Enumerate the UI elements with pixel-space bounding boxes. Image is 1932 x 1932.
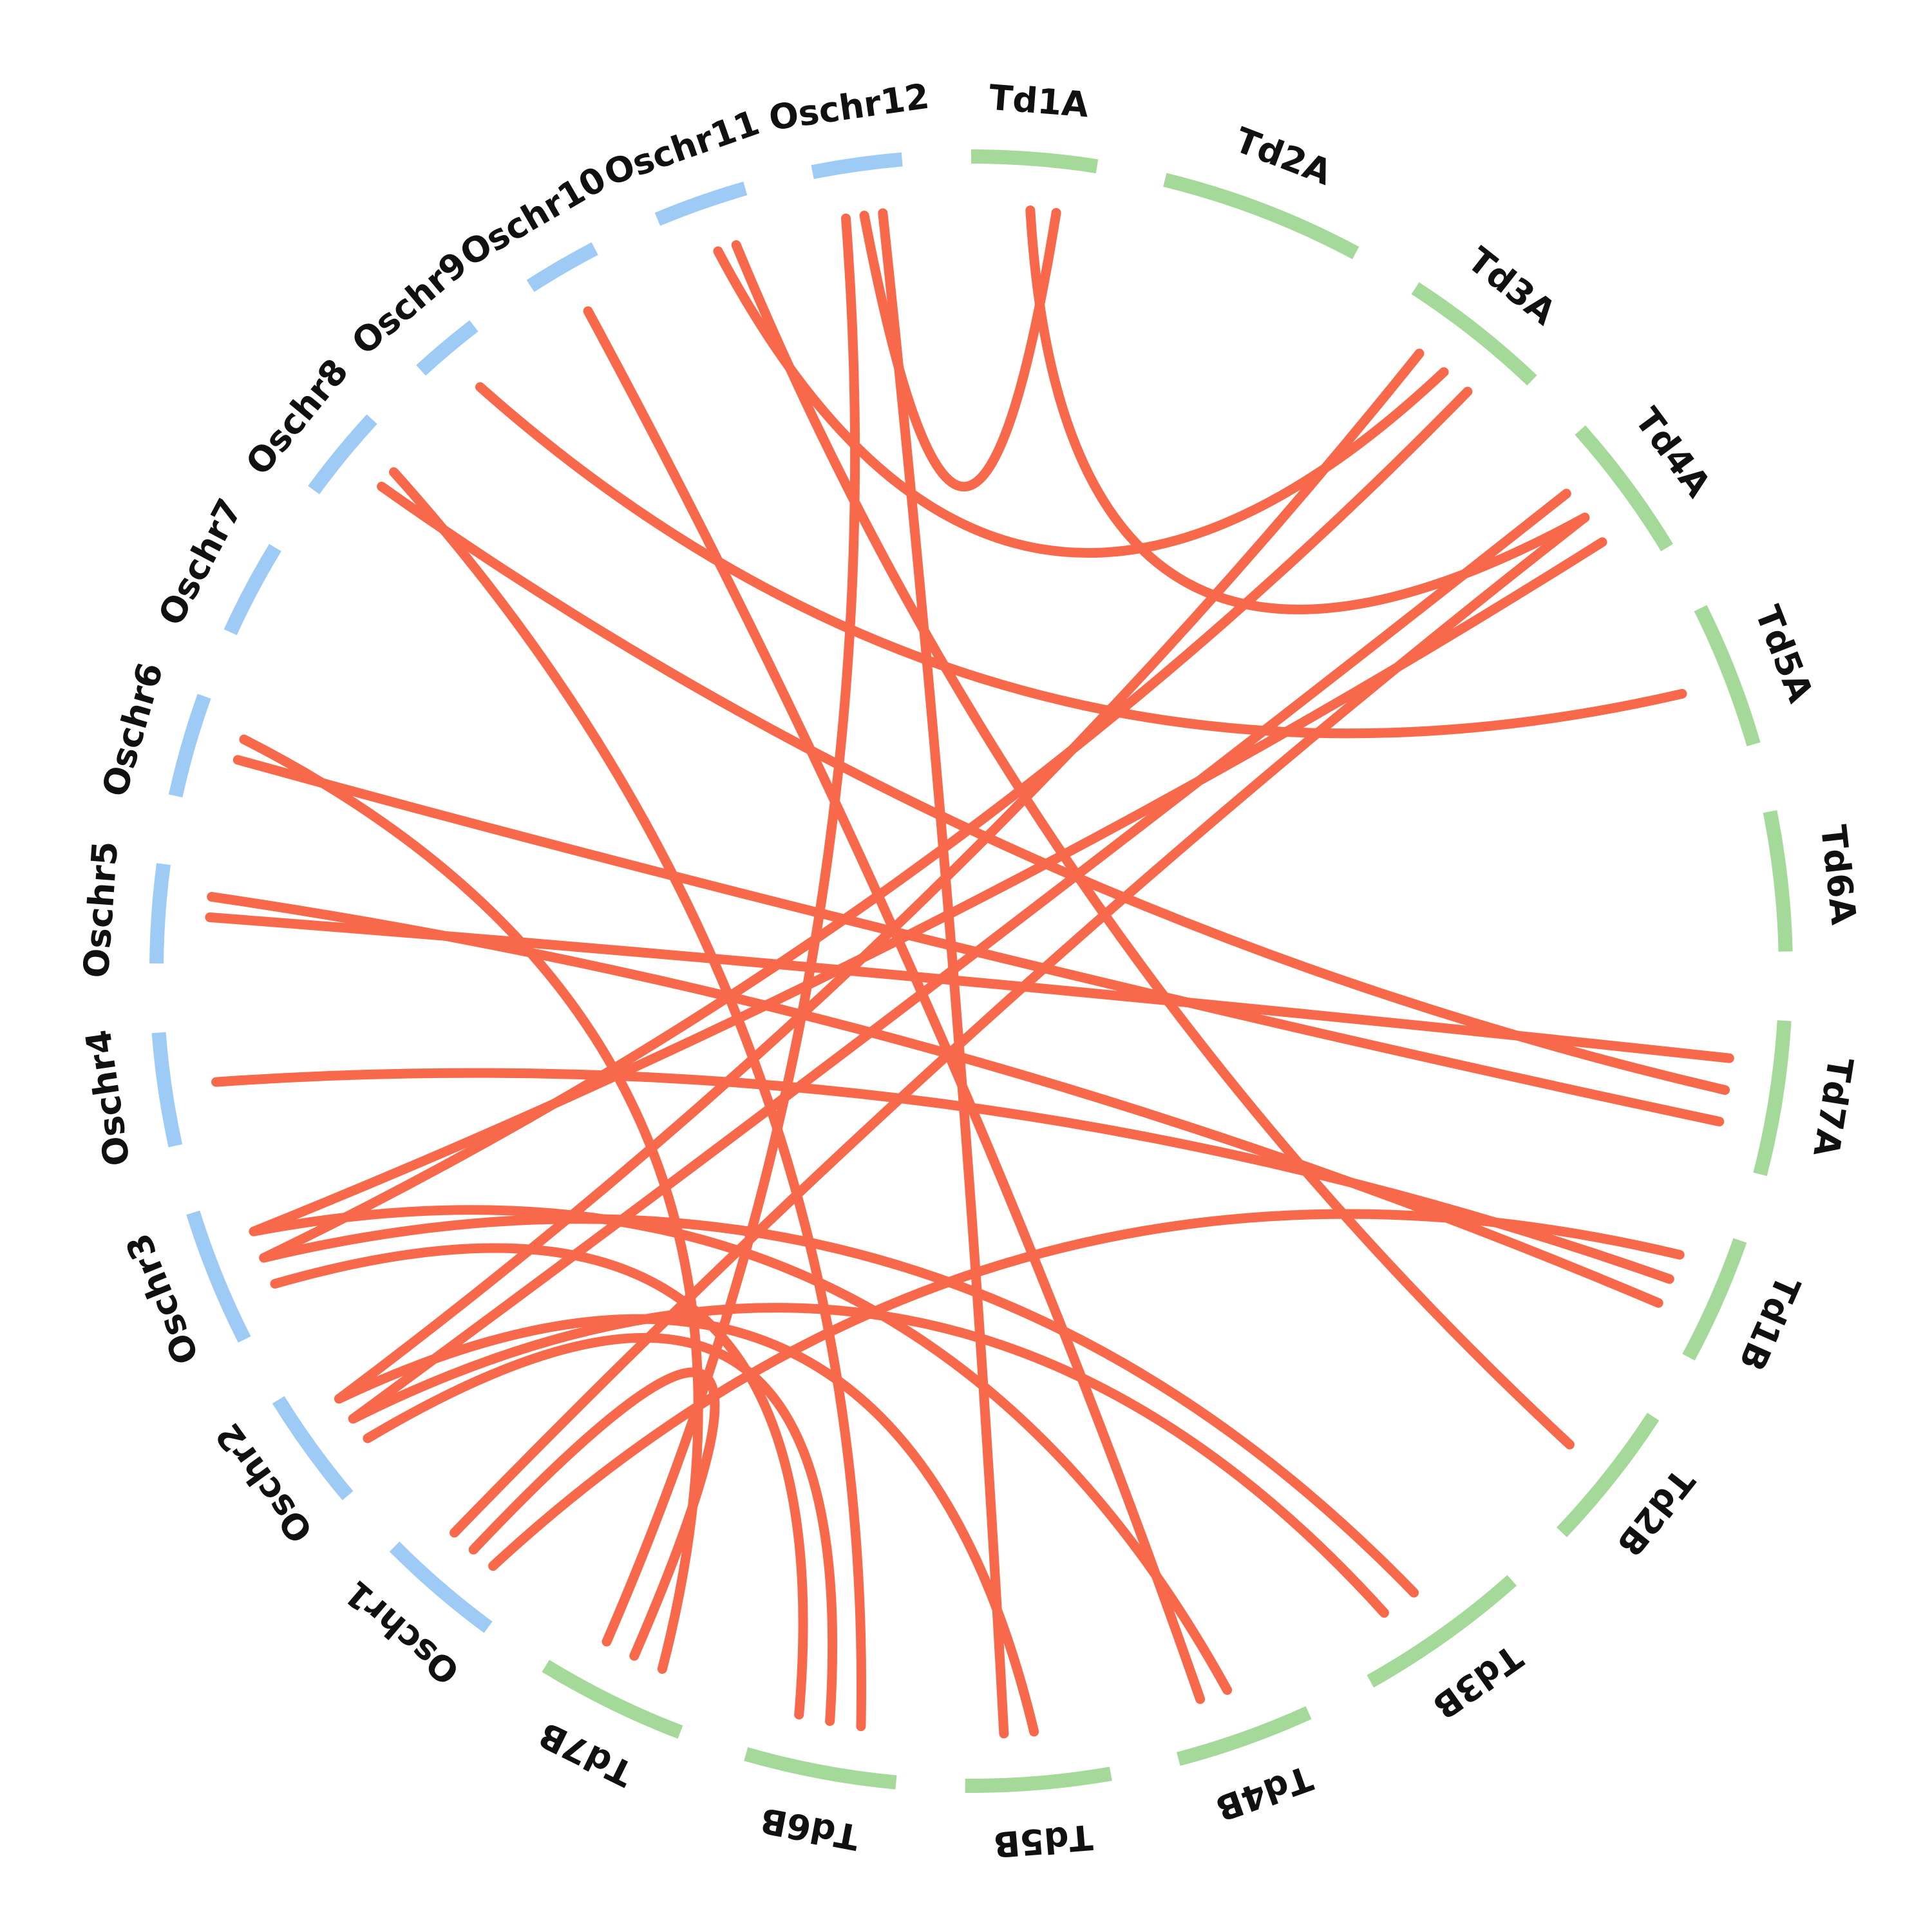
link-td3b-oschr2 (348, 1303, 1389, 1618)
link-td5a-oschr9 (475, 382, 1687, 739)
link-td3a-oschr11 (713, 246, 1449, 558)
label-td7b: Td7B (533, 1714, 639, 1794)
segment-td1a (971, 149, 1099, 174)
label-td4b: Td4B (1210, 1757, 1317, 1829)
chromosome-ring (149, 149, 1793, 1793)
label-td4a: Td4A (1627, 401, 1719, 505)
segment-oschr2 (272, 1396, 354, 1501)
label-td5b: Td5B (992, 1817, 1094, 1865)
label-oschr12: Oschr12 (766, 76, 932, 138)
label-td5a: Td5A (1747, 600, 1821, 708)
link-td1b-oschr4 (211, 1068, 1674, 1284)
link-td3a-oschr2 (334, 348, 1425, 1404)
link-td3a-oschr3 (259, 386, 1473, 1263)
label-oschr6: Oschr6 (94, 658, 171, 801)
segment-oschr12 (811, 152, 903, 180)
label-oschr5: Oschr5 (75, 840, 126, 980)
link-td3b-oschr3 (259, 1214, 1419, 1598)
label-td2b: Td2B (1609, 1461, 1702, 1564)
label-td7a: Td7A (1805, 1055, 1861, 1160)
segment-td6a (1763, 810, 1793, 952)
label-td2a: Td2A (1229, 120, 1337, 193)
segment-oschr4 (151, 1032, 183, 1148)
link-td4a-oschr1 (450, 513, 1590, 1538)
label-oschr3: Oschr3 (118, 1228, 207, 1370)
segment-td2b (1557, 1412, 1660, 1537)
segment-oschr7 (223, 544, 281, 636)
segment-oschr5 (149, 863, 171, 964)
chromosome-labels: Td1A Td2A Td3A Td4A Td5A Td6A Td7A Td1B Td2B Td3B… (75, 76, 1864, 1866)
label-td3a: Td3A (1460, 240, 1564, 334)
segment-oschr3 (186, 1210, 251, 1343)
segment-oschr10 (526, 242, 598, 292)
segment-oschr1 (389, 1541, 493, 1633)
segment-oschr6 (168, 694, 211, 798)
link-td4a-oschr2 (348, 488, 1571, 1424)
link-td6b-oschr8 (389, 467, 867, 1732)
link-td1a-td4a (1025, 205, 1590, 614)
segment-td1b (1682, 1238, 1747, 1361)
segment-td4a (1575, 425, 1673, 552)
label-td1b: Td1B (1731, 1269, 1808, 1377)
link-td7b-oschr6 (239, 734, 703, 1674)
segment-td3a (1411, 282, 1537, 386)
label-td6b: Td6B (757, 1799, 862, 1857)
label-td1a: Td1A (987, 77, 1090, 126)
link-td4b-oschr10 (583, 306, 1206, 1704)
label-oschr4: Oschr4 (78, 1027, 138, 1169)
label-td6a: Td6A (1813, 823, 1864, 927)
link-td2b-oschr11 (731, 240, 1575, 1450)
segment-td5a (1694, 605, 1761, 746)
segment-td6b (744, 1747, 897, 1790)
segment-td3b (1367, 1575, 1517, 1688)
segment-td4b (1177, 1706, 1312, 1766)
segment-td7a (1753, 1020, 1792, 1177)
link-td7a-oschr8 (377, 482, 1730, 1095)
link-td6b-oschr2 (363, 1332, 838, 1727)
label-td3b: Td3B (1425, 1636, 1530, 1727)
segment-oschr11 (654, 182, 748, 226)
segment-td5b (965, 1766, 1112, 1793)
segment-td2a (1163, 173, 1359, 260)
link-td1b-oschr1 (488, 1209, 1685, 1571)
links-layer (205, 205, 1734, 1739)
segment-oschr9 (416, 320, 478, 376)
label-oschr11: Oschr11 (599, 102, 764, 193)
segment-td7b (542, 1660, 683, 1739)
segment-oschr8 (308, 414, 377, 495)
